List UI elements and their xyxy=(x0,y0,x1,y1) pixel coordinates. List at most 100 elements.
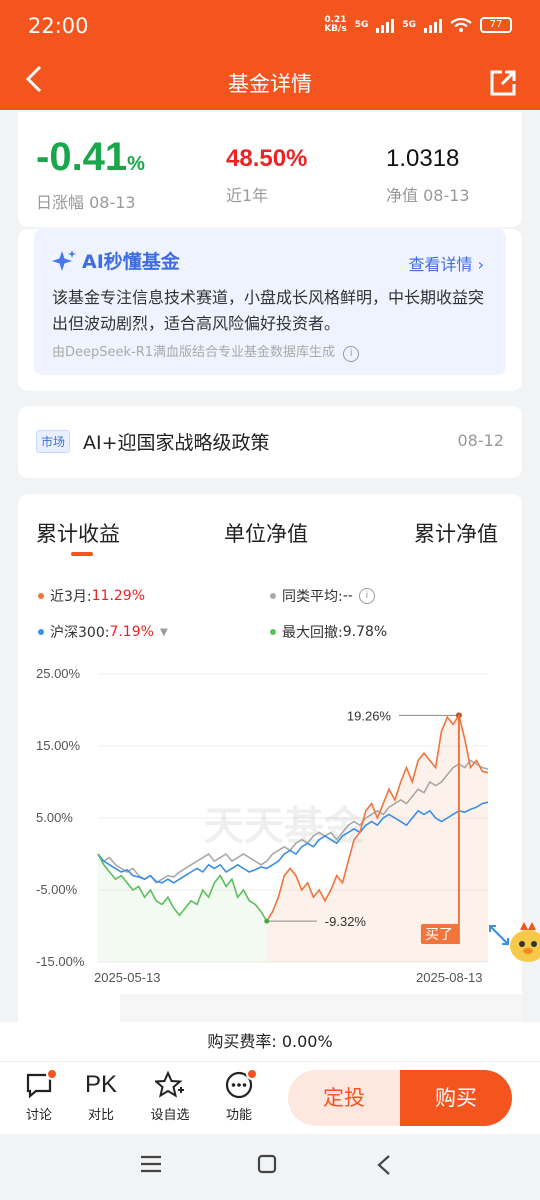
legend-drawdown-dot xyxy=(270,629,276,635)
legend-index[interactable]: 沪深300: 7.19% ▼ xyxy=(38,622,168,642)
watermark: 天天基金 xyxy=(204,804,365,849)
ai-title-text: AI秒懂基金 xyxy=(82,251,180,273)
legend-peer: 同类平均: -- i xyxy=(270,586,375,606)
ai-footnote-text: 由DeepSeek-R1满血版结合专业基金数据库生成 xyxy=(52,345,336,360)
y-tick-label: 15.00% xyxy=(36,738,81,753)
wifi-icon xyxy=(450,17,472,32)
page-title: 基金详情 xyxy=(228,72,312,96)
csi300-line xyxy=(97,801,489,884)
legend-index-dot xyxy=(38,629,44,635)
sparkle-icon xyxy=(52,249,76,271)
system-nav-bar xyxy=(0,1134,540,1200)
more-dots-icon xyxy=(225,1071,253,1099)
daily-change: -0.41% 日涨幅 08-13 xyxy=(36,136,145,213)
legend-index-value: 7.19% xyxy=(109,624,154,640)
ai-footnote: 由DeepSeek-R1满血版结合专业基金数据库生成 i xyxy=(52,341,360,362)
tab-unit-nav[interactable]: 单位净值 xyxy=(224,522,308,546)
performance-chart-card: 累计收益 单位净值 累计净值 近3月: 11.29% 同类平均: -- i 沪深30… xyxy=(18,494,522,1054)
y-tick-label: -15.00% xyxy=(36,954,85,969)
buy-button[interactable]: 购买 xyxy=(400,1070,512,1126)
legend-fund-label: 近3月: xyxy=(50,589,92,605)
purchase-fee: 购买费率: 0.00% xyxy=(0,1022,540,1062)
notification-badge xyxy=(246,1068,258,1080)
net-asset-value: 1.0318 净值 08-13 xyxy=(386,144,470,206)
legend-drawdown: 最大回撤: 9.78% xyxy=(270,622,387,642)
legend-peer-value: -- xyxy=(342,588,353,604)
signal-icon-2 xyxy=(424,17,442,33)
legend-index-label: 沪深300: xyxy=(50,625,110,641)
ai-summary-text: 该基金专注信息技术赛道，小盘成长风格鲜明，中长期收益突出但波动剧烈，适合高风险偏… xyxy=(52,288,485,333)
buy-marker-label: 买了 xyxy=(425,926,453,942)
min-annotation-label: -9.32% xyxy=(325,914,367,929)
ai-summary-card: AI秒懂基金 查看详情 › 该基金专注信息技术赛道，小盘成长风格鲜明，中长期收益… xyxy=(18,229,522,391)
legend-drawdown-label: 最大回撤: xyxy=(282,625,343,641)
pk-icon: PK xyxy=(84,1071,117,1098)
menu-icon[interactable] xyxy=(140,1154,162,1174)
bottom-action-bar: 讨论 PK 对比 设自选 功能 定投 购买 xyxy=(0,1062,540,1134)
ai-details-link[interactable]: 查看详情 › xyxy=(408,251,484,275)
star-add-icon xyxy=(155,1071,184,1098)
chevron-right-icon: › xyxy=(477,255,484,274)
year-return: 48.50% 近1年 xyxy=(226,144,307,206)
y-tick-label: 25.00% xyxy=(36,666,81,681)
cumulative-return-chart[interactable]: 25.00% 15.00% 5.00% -5.00% -15.00% 2025-05-13… xyxy=(18,656,522,986)
info-icon[interactable]: i xyxy=(343,346,360,362)
system-icons: 0.21 KB/s 5G 5G 77 xyxy=(324,16,512,34)
sim2-label: 5G xyxy=(402,20,416,30)
daily-change-value: -0.41 xyxy=(36,135,128,179)
expand-icon[interactable] xyxy=(489,925,509,945)
y-tick-label: 5.00% xyxy=(36,810,73,825)
daily-change-unit: % xyxy=(127,153,145,175)
year-return-label: 近1年 xyxy=(226,186,269,205)
drawdown-area xyxy=(98,854,267,962)
nav-bar: 基金详情 xyxy=(0,56,540,110)
action-functions[interactable]: 功能 xyxy=(214,1068,264,1123)
x-tick-label-end: 2025-08-13 xyxy=(416,970,483,985)
battery-icon: 77 xyxy=(480,17,512,33)
daily-change-label: 日涨幅 08-13 xyxy=(36,193,136,212)
back-arrow-icon[interactable] xyxy=(24,64,44,99)
news-item[interactable]: 市场 AI+迎国家战略级政策 08-12 xyxy=(18,406,522,478)
fee-label: 购买费率: xyxy=(207,1032,277,1051)
legend-peer-dot xyxy=(270,593,276,599)
x-tick-label-start: 2025-05-13 xyxy=(94,970,161,985)
news-date: 08-12 xyxy=(457,431,505,450)
home-icon[interactable] xyxy=(257,1154,277,1174)
status-time: 22:00 xyxy=(28,14,89,38)
share-icon[interactable] xyxy=(488,68,518,98)
nav-label: 净值 08-13 xyxy=(386,186,470,205)
nav-value: 1.0318 xyxy=(386,145,460,172)
ai-title: AI秒懂基金 xyxy=(52,247,180,274)
action-compare[interactable]: PK 对比 xyxy=(76,1070,126,1123)
ai-details-label: 查看详情 xyxy=(408,255,473,274)
legend-drawdown-value: 9.78% xyxy=(342,624,388,640)
info-icon[interactable]: i xyxy=(358,588,375,604)
legend-fund-value: 11.29% xyxy=(91,588,146,604)
news-tag: 市场 xyxy=(36,430,71,453)
drawdown-segment-line xyxy=(97,853,268,922)
chevron-down-icon: ▼ xyxy=(159,626,168,638)
status-bar: 22:00 0.21 KB/s 5G 5G 77 xyxy=(0,0,540,56)
action-discuss-label: 讨论 xyxy=(25,1108,52,1123)
tab-cumulative-nav[interactable]: 累计净值 xyxy=(414,522,498,546)
fee-value: 0.00% xyxy=(281,1032,333,1051)
sim1-label: 5G xyxy=(354,20,369,30)
expand-icon-stroke xyxy=(489,925,509,945)
mascot-icon[interactable] xyxy=(506,918,540,966)
action-add-watchlist[interactable]: 设自选 xyxy=(145,1070,195,1123)
legend-peer-label: 同类平均: xyxy=(282,589,343,605)
ai-box: AI秒懂基金 查看详情 › 该基金专注信息技术赛道，小盘成长风格鲜明，中长期收益… xyxy=(34,229,506,375)
legend-fund-dot xyxy=(38,593,44,599)
buy-marker-badge xyxy=(420,924,459,944)
action-compare-label: 对比 xyxy=(87,1108,114,1123)
fixed-investment-button[interactable]: 定投 xyxy=(288,1070,400,1126)
back-icon[interactable] xyxy=(376,1154,392,1176)
action-discuss[interactable]: 讨论 xyxy=(14,1068,64,1123)
tab-cumulative-return[interactable]: 累计收益 xyxy=(36,518,120,556)
news-text: AI+迎国家战略级政策 xyxy=(83,432,270,454)
max-annotation-label: 19.26% xyxy=(347,708,392,723)
fund-return-line xyxy=(266,713,489,922)
fund-area xyxy=(266,715,488,962)
net-speed: 0.21 KB/s xyxy=(324,15,347,34)
fund-summary-card: -0.41% 日涨幅 08-13 48.50% 近1年 1.0318 净值 08… xyxy=(18,112,522,227)
